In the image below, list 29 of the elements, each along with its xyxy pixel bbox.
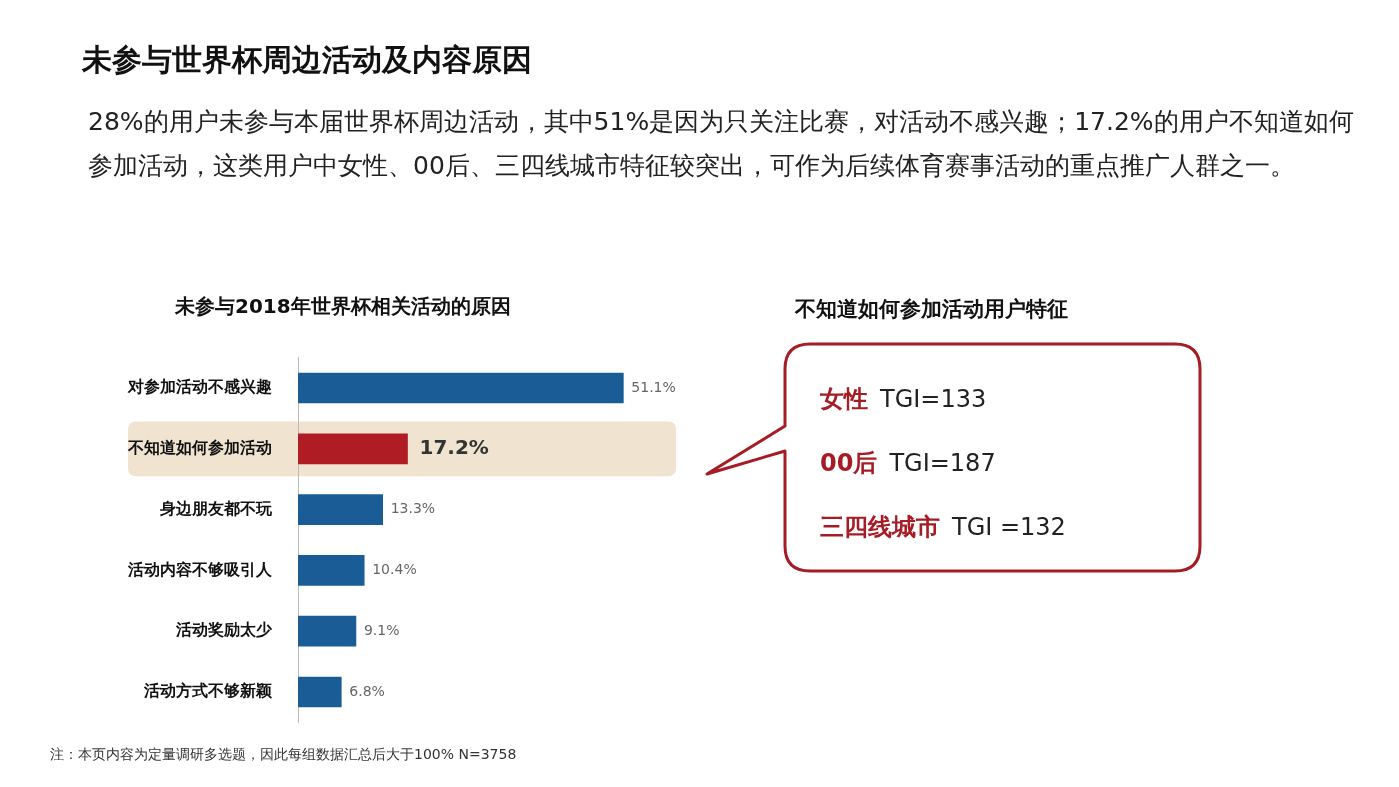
text: TGI=187 (889, 449, 996, 477)
y-tick-label: 身边朋友都不玩 (159, 498, 273, 518)
text: 28%的用户未参与本届世界杯周边活动，其中51%是因为只关注比赛，对活动不感兴趣；17.2%的用户不知道如何参加活动，这类用户中女性、00后、三四线城市特征较突出，可作为后续体育赛事活动的重点推广人群之一。 (88, 106, 1355, 182)
data-label: 17.2% (419, 435, 489, 459)
text: TGI =132 (952, 513, 1066, 541)
data-label: 51.1% (631, 378, 676, 395)
y-tick-label: 不知道如何参加活动 (127, 437, 272, 457)
y-tick-label: 活动内容不够吸引人 (127, 559, 273, 579)
bar (298, 494, 384, 525)
text: 00后 (820, 449, 878, 477)
y-tick-label: 活动奖励太少 (175, 620, 273, 640)
text: 未参与世界杯周边活动及内容原因 (82, 41, 532, 79)
bar (298, 555, 365, 586)
data-label: 9.1% (363, 621, 400, 638)
bar (298, 433, 408, 465)
text: 女性 (820, 385, 868, 413)
y-tick-label: 对参加活动不感兴趣 (127, 377, 272, 397)
data-label: 10.4% (372, 561, 417, 578)
text: TGI=133 (880, 385, 987, 413)
chart-title: 未参与2018年世界杯相关活动的原因 (175, 293, 511, 320)
bar (298, 676, 342, 708)
y-tick-label: 活动方式不够新颖 (143, 681, 273, 701)
text: 不知道如何参加活动用户特征 (795, 296, 1068, 323)
bar (298, 615, 357, 647)
text: 三四线城市 (820, 513, 940, 541)
text: 注：本页内容为定量调研多选题，因此每组数据汇总后大于100% N=3758 (50, 746, 517, 764)
bar (298, 372, 624, 404)
data-label: 6.8% (349, 682, 385, 699)
data-label: 13.3% (390, 500, 436, 517)
